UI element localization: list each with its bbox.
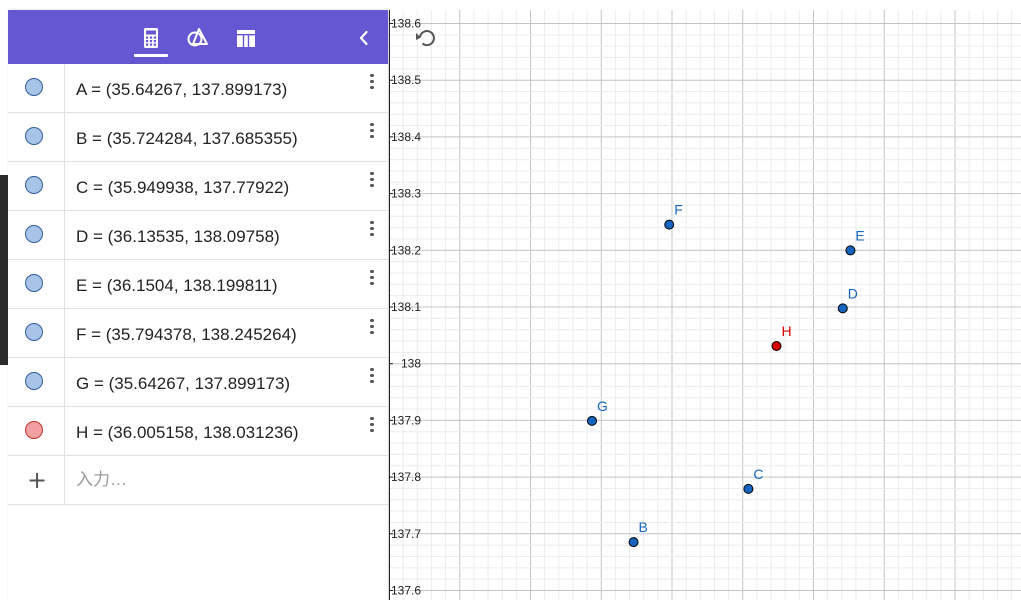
point-label-h: H (782, 323, 792, 339)
plus-icon[interactable]: + (27, 466, 48, 494)
point-d[interactable] (837, 303, 848, 314)
point-label-f: F (674, 202, 683, 218)
algebra-input-row[interactable]: + (8, 456, 388, 505)
graphics-view[interactable]: 138.6 138.5 138.4 138.3 138.2 138.1 138 137.9 13… (389, 10, 1021, 600)
point-definition[interactable]: A = (35.64267, 137.899173) (76, 80, 288, 99)
algebra-input[interactable] (76, 468, 356, 492)
point-marble-icon[interactable] (25, 421, 43, 439)
y-tick-label: 138.2 (391, 243, 421, 257)
background-window-dark-area (0, 175, 8, 365)
point-marble-icon[interactable] (25, 372, 43, 390)
visibility-toggle[interactable] (8, 407, 65, 455)
point-label-e: E (855, 227, 864, 243)
visibility-toggle[interactable] (8, 211, 65, 259)
background-window-edge (0, 0, 8, 600)
point-definition[interactable]: D = (36.13535, 138.09758) (76, 227, 280, 246)
algebra-row-h[interactable]: H = (36.005158, 138.031236) (8, 407, 388, 456)
algebra-list: A = (35.64267, 137.899173) B = (35.72428… (8, 64, 388, 505)
algebra-panel: A = (35.64267, 137.899173) B = (35.72428… (8, 10, 389, 600)
more-options-icon[interactable] (368, 415, 376, 437)
shapes-icon[interactable] (186, 26, 210, 50)
point-label-d: D (848, 285, 858, 301)
visibility-toggle[interactable] (8, 113, 65, 161)
point-definition[interactable]: E = (36.1504, 138.199811) (76, 276, 278, 295)
more-options-icon[interactable] (368, 366, 376, 388)
y-tick-label: 138.3 (391, 187, 421, 201)
point-e[interactable] (845, 245, 856, 256)
algebra-row-g[interactable]: G = (35.64267, 137.899173) (8, 358, 388, 407)
algebra-row-f[interactable]: F = (35.794378, 138.245264) (8, 309, 388, 358)
point-marble-icon[interactable] (25, 323, 43, 341)
undo-icon[interactable] (414, 28, 436, 48)
algebra-row-a[interactable]: A = (35.64267, 137.899173) (8, 64, 388, 113)
more-options-icon[interactable] (368, 72, 376, 94)
point-label-g: G (597, 398, 608, 414)
more-options-icon[interactable] (368, 268, 376, 290)
y-tick-label: 138.5 (391, 73, 421, 87)
add-item-cell[interactable]: + (8, 456, 65, 504)
visibility-toggle[interactable] (8, 309, 65, 357)
plotted-points: B C D E F G H (587, 202, 865, 548)
point-c[interactable] (743, 483, 754, 494)
calculator-icon[interactable] (139, 26, 163, 50)
point-definition[interactable]: G = (35.64267, 137.899173) (76, 374, 291, 393)
more-options-icon[interactable] (368, 317, 376, 339)
point-definition[interactable]: H = (36.005158, 138.031236) (76, 423, 299, 442)
point-marble-icon[interactable] (25, 127, 43, 145)
algebra-row-c[interactable]: C = (35.949938, 137.77922) (8, 162, 388, 211)
algebra-row-e[interactable]: E = (36.1504, 138.199811) (8, 260, 388, 309)
point-f[interactable] (664, 219, 675, 230)
point-definition[interactable]: F = (35.794378, 138.245264) (76, 325, 297, 344)
more-options-icon[interactable] (368, 219, 376, 241)
chevron-left-icon[interactable] (354, 26, 374, 50)
y-tick-label: 138.6 (391, 17, 421, 31)
point-marble-icon[interactable] (25, 78, 43, 96)
point-marble-icon[interactable] (25, 274, 43, 292)
y-tick-label: 137.9 (391, 413, 421, 427)
point-h[interactable] (771, 340, 782, 351)
algebra-row-b[interactable]: B = (35.724284, 137.685355) (8, 113, 388, 162)
more-options-icon[interactable] (368, 121, 376, 143)
point-marble-icon[interactable] (25, 225, 43, 243)
more-options-icon[interactable] (368, 170, 376, 192)
table-icon[interactable] (234, 26, 258, 50)
y-tick-label: 137.8 (391, 470, 421, 484)
y-tick-label: 137.7 (391, 527, 421, 541)
point-definition[interactable]: C = (35.949938, 137.77922) (76, 178, 290, 197)
point-definition[interactable]: B = (35.724284, 137.685355) (76, 129, 298, 148)
y-tick-label: 138 (401, 357, 421, 371)
y-tick-labels: 138.6 138.5 138.4 138.3 138.2 138.1 138 137.9 13… (389, 17, 421, 598)
point-marble-icon[interactable] (25, 176, 43, 194)
point-g[interactable] (587, 415, 597, 426)
panel-header (8, 10, 388, 64)
visibility-toggle[interactable] (8, 162, 65, 210)
grid-lines (389, 10, 1021, 600)
visibility-toggle[interactable] (8, 64, 65, 112)
y-tick-label: 137.6 (391, 584, 421, 598)
point-b[interactable] (628, 537, 639, 548)
visibility-toggle[interactable] (8, 358, 65, 406)
point-label-c: C (753, 466, 763, 482)
point-label-b: B (639, 519, 648, 535)
y-tick-label: 138.1 (391, 300, 421, 314)
active-tab-indicator (134, 54, 168, 57)
algebra-row-d[interactable]: D = (36.13535, 138.09758) (8, 211, 388, 260)
visibility-toggle[interactable] (8, 260, 65, 308)
y-tick-label: 138.4 (391, 130, 421, 144)
